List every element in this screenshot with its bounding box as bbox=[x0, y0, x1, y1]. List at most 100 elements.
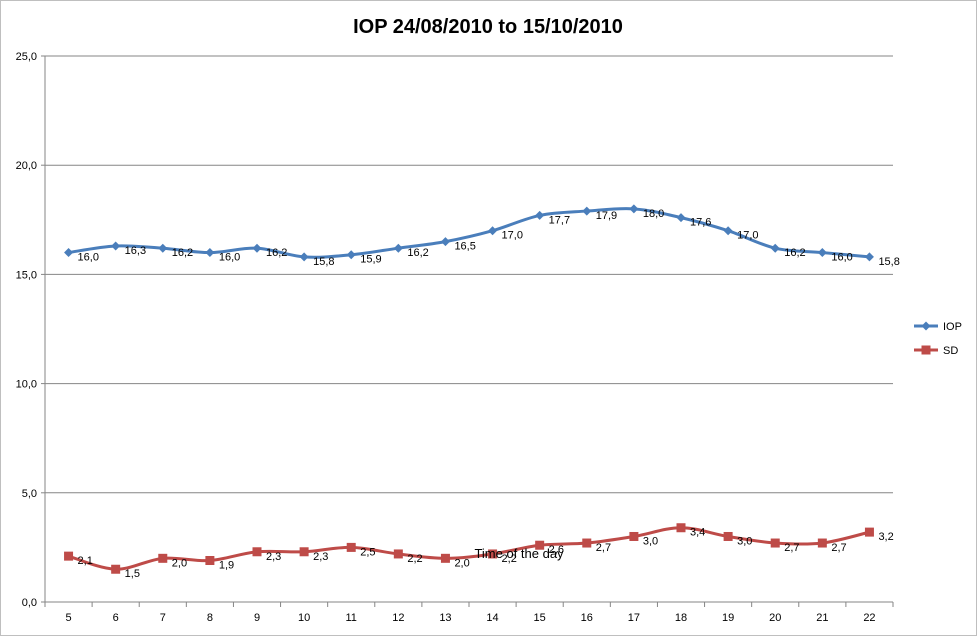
x-tick-label: 20 bbox=[769, 612, 781, 624]
data-label-sd: 2,2 bbox=[502, 553, 517, 565]
x-tick-label: 16 bbox=[581, 612, 593, 624]
data-point-iop bbox=[770, 243, 780, 253]
data-label-iop: 17,9 bbox=[596, 210, 617, 222]
x-tick-label: 5 bbox=[65, 612, 71, 624]
data-point-sd bbox=[252, 547, 262, 557]
y-tick-label: 15,0 bbox=[16, 269, 37, 281]
data-point-iop bbox=[535, 210, 545, 220]
x-tick-label: 22 bbox=[863, 612, 875, 624]
y-tick-label: 20,0 bbox=[16, 160, 37, 172]
data-point-iop bbox=[817, 248, 827, 258]
data-label-sd: 2,3 bbox=[266, 551, 281, 563]
data-point-iop bbox=[252, 243, 262, 253]
legend-marker-sd bbox=[921, 345, 931, 355]
data-label-iop: 16,3 bbox=[125, 245, 146, 257]
axes: 0,0 5,0 10,0 15,0 20,0 25,0 5 6 7 8 9 10 11 12 13 14 15 1… bbox=[16, 51, 894, 624]
data-label-sd: 3,2 bbox=[878, 531, 893, 543]
x-tick-label: 10 bbox=[298, 612, 310, 624]
data-label-iop: 16,0 bbox=[831, 252, 852, 264]
chart-title: IOP 24/08/2010 to 15/10/2010 bbox=[353, 16, 623, 38]
data-label-iop: 17,0 bbox=[737, 230, 758, 242]
x-tick-label: 19 bbox=[722, 612, 734, 624]
data-label-sd: 2,0 bbox=[172, 557, 187, 569]
data-point-iop bbox=[864, 252, 874, 262]
data-label-sd: 1,5 bbox=[125, 568, 140, 580]
legend: IOP SD bbox=[914, 321, 962, 357]
x-tick-label: 12 bbox=[392, 612, 404, 624]
x-tick-label: 18 bbox=[675, 612, 687, 624]
x-tick-label: 11 bbox=[346, 612, 357, 624]
data-point-sd bbox=[299, 547, 309, 557]
data-label-iop: 16,5 bbox=[454, 241, 475, 253]
x-tick-label: 14 bbox=[486, 612, 498, 624]
data-point-iop bbox=[158, 243, 168, 253]
series: 16,0 16,3 16,2 16,0 16,2 15,8 15,9 16,2 16,5 17,0… bbox=[64, 204, 900, 580]
data-label-iop: 17,6 bbox=[690, 217, 711, 229]
data-point-iop bbox=[64, 248, 74, 258]
data-point-iop bbox=[205, 248, 215, 258]
data-label-iop: 16,0 bbox=[219, 252, 240, 264]
data-label-iop: 17,7 bbox=[549, 214, 570, 226]
y-tick-label: 0,0 bbox=[22, 597, 37, 609]
legend-label-sd: SD bbox=[943, 345, 958, 357]
data-label-iop: 16,2 bbox=[172, 247, 193, 259]
data-label-sd: 3,4 bbox=[690, 527, 705, 539]
x-tick-label: 21 bbox=[816, 612, 828, 624]
data-label-iop: 16,2 bbox=[266, 247, 287, 259]
data-label-sd: 2,1 bbox=[78, 555, 93, 567]
data-point-sd bbox=[535, 540, 545, 550]
data-point-iop bbox=[299, 252, 309, 262]
x-tick-label: 6 bbox=[113, 612, 119, 624]
data-point-sd bbox=[488, 549, 498, 559]
data-label-iop: 16,2 bbox=[407, 247, 428, 259]
y-tick-label: 25,0 bbox=[16, 51, 37, 63]
data-label-iop: 15,9 bbox=[360, 254, 381, 266]
data-point-sd bbox=[723, 531, 733, 541]
data-label-iop: 18,0 bbox=[643, 208, 664, 220]
data-label-iop: 15,8 bbox=[313, 256, 334, 268]
data-point-iop bbox=[346, 250, 356, 260]
legend-label-iop: IOP bbox=[943, 321, 962, 333]
data-point-sd bbox=[440, 553, 450, 563]
data-point-sd bbox=[393, 549, 403, 559]
data-point-sd bbox=[770, 538, 780, 548]
data-label-iop: 16,0 bbox=[78, 252, 99, 264]
legend-marker-iop bbox=[921, 321, 931, 331]
data-label-sd: 2,3 bbox=[313, 551, 328, 563]
data-point-iop bbox=[723, 226, 733, 236]
data-label-sd: 1,9 bbox=[219, 560, 234, 572]
x-tick-label: 9 bbox=[254, 612, 260, 624]
data-label-sd: 3,0 bbox=[737, 535, 752, 547]
x-tick-label: 8 bbox=[207, 612, 213, 624]
data-label-sd: 3,0 bbox=[643, 535, 658, 547]
x-tick-label: 17 bbox=[628, 612, 640, 624]
data-point-sd bbox=[582, 538, 592, 548]
data-point-sd bbox=[205, 556, 215, 566]
gridlines bbox=[45, 55, 893, 494]
data-label-sd: 2,7 bbox=[596, 542, 611, 554]
data-point-iop bbox=[676, 213, 686, 223]
y-tick-label: 5,0 bbox=[22, 488, 37, 500]
data-point-sd bbox=[346, 542, 356, 552]
data-point-sd bbox=[64, 551, 74, 561]
data-label-sd: 2,5 bbox=[360, 546, 375, 558]
data-point-iop bbox=[582, 206, 592, 216]
y-tick-label: 10,0 bbox=[16, 379, 37, 391]
x-axis-label: Time of the day bbox=[474, 546, 564, 561]
data-label-iop: 15,8 bbox=[878, 256, 899, 268]
data-label-sd: 2,7 bbox=[784, 542, 799, 554]
data-point-sd bbox=[864, 527, 874, 537]
data-label-iop: 16,2 bbox=[784, 247, 805, 259]
data-point-iop bbox=[111, 241, 121, 251]
data-label-sd: 2,7 bbox=[831, 542, 846, 554]
data-label-sd: 2,0 bbox=[454, 557, 469, 569]
data-label-sd: 2,2 bbox=[407, 553, 422, 565]
data-label-iop: 17,0 bbox=[502, 230, 523, 242]
data-point-iop bbox=[629, 204, 639, 214]
data-point-sd bbox=[817, 538, 827, 548]
x-tick-label: 15 bbox=[534, 612, 546, 624]
data-point-iop bbox=[440, 237, 450, 247]
data-point-iop bbox=[488, 226, 498, 236]
